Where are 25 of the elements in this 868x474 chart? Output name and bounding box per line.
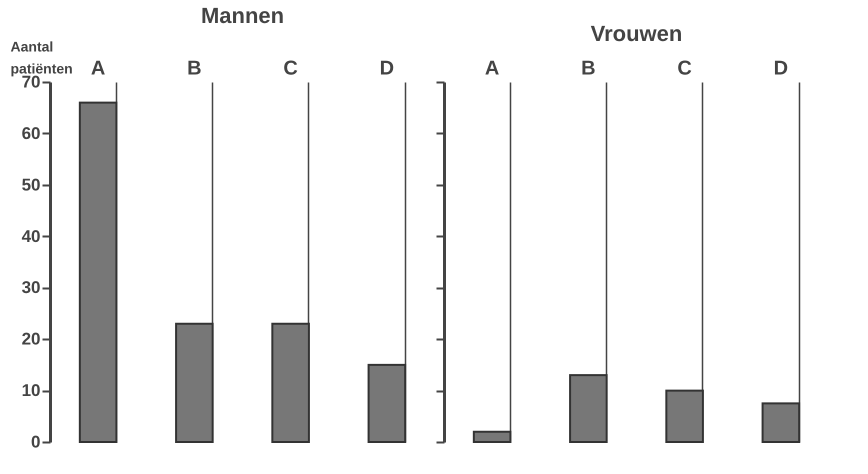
y-tick-label: 10 xyxy=(22,381,40,400)
bar xyxy=(368,364,406,443)
y-tick-label: 0 xyxy=(31,432,40,452)
y-tick-label: 60 xyxy=(22,124,40,143)
y-tick-label: 30 xyxy=(22,278,40,298)
x-tick-label: A xyxy=(90,58,106,80)
y-tick-label: 50 xyxy=(22,175,40,194)
x-tick-label: C xyxy=(677,58,692,80)
bar xyxy=(569,374,608,443)
x-tick-label: B xyxy=(187,58,202,80)
y-tick-label: 40 xyxy=(22,226,40,246)
bar xyxy=(175,322,214,443)
bar xyxy=(472,430,512,443)
bar xyxy=(762,402,800,443)
x-tick-label: C xyxy=(283,58,298,80)
bar xyxy=(271,322,310,443)
x-tick-label: A xyxy=(484,58,500,80)
x-tick-label: D xyxy=(774,58,788,80)
x-tick-label: B xyxy=(581,58,596,80)
bar xyxy=(665,390,704,443)
bar xyxy=(78,102,118,443)
chart-title: Vrouwen xyxy=(590,21,682,46)
y-tick-label: 20 xyxy=(22,330,40,349)
chart-title: Mannen xyxy=(200,3,284,28)
x-tick-label: D xyxy=(380,58,394,80)
